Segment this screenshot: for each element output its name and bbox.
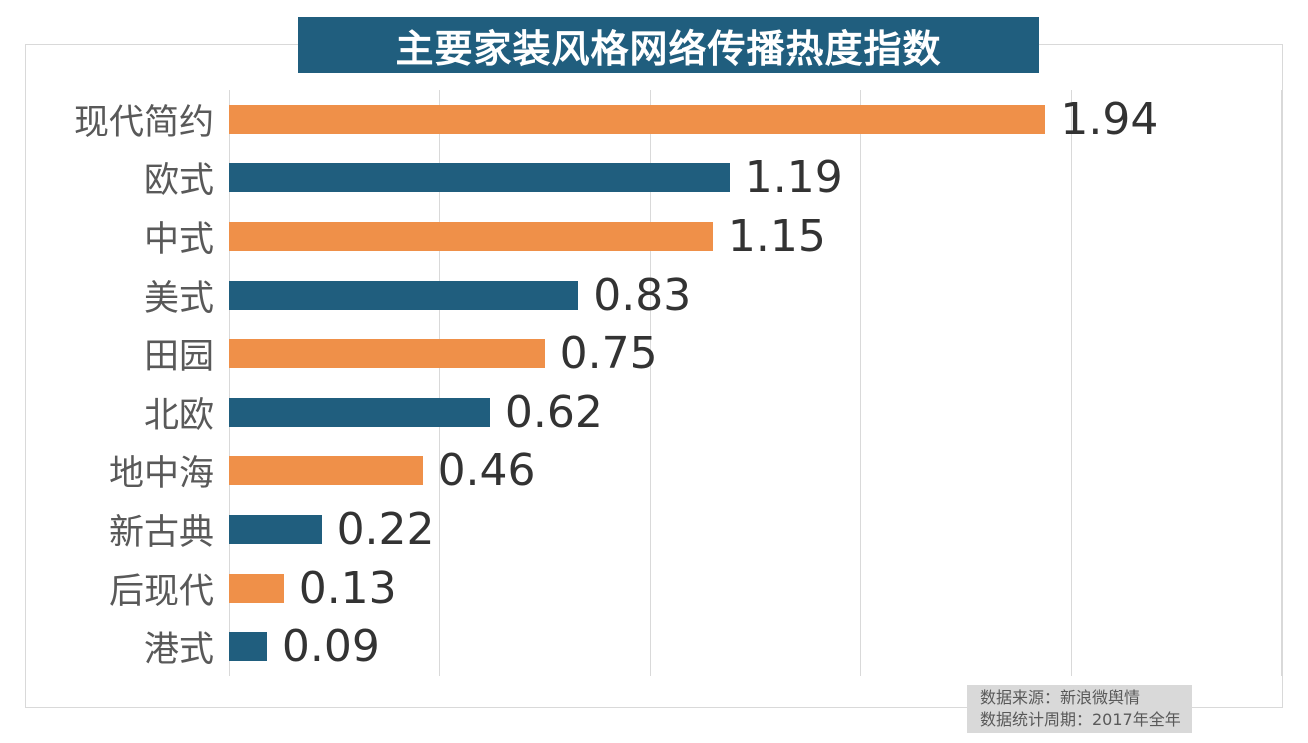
source-line-1: 数据来源：新浪微舆情 xyxy=(980,688,1141,707)
bar xyxy=(229,163,730,193)
category-label: 美式 xyxy=(143,278,214,319)
value-label: 1.19 xyxy=(744,152,843,204)
bar xyxy=(229,397,490,427)
value-label: 0.83 xyxy=(593,269,692,321)
category-label: 欧式 xyxy=(143,161,214,202)
source-line-2: 数据统计周期：2017年全年 xyxy=(980,710,1181,729)
value-label: 0.09 xyxy=(281,621,380,673)
bar xyxy=(229,221,713,251)
chart-row: 后现代 0.13 xyxy=(0,559,1308,618)
chart-title-bar: 主要家装风格网络传播热度指数 xyxy=(298,17,1039,73)
category-label: 北欧 xyxy=(143,395,214,436)
value-label: 1.15 xyxy=(727,210,826,262)
chart-row: 地中海 0.46 xyxy=(0,442,1308,501)
chart-row: 新古典 0.22 xyxy=(0,500,1308,559)
value-label: 0.22 xyxy=(336,503,435,555)
category-label: 田园 xyxy=(143,337,214,378)
bar xyxy=(229,456,423,486)
bar xyxy=(229,632,267,662)
gridline xyxy=(649,90,651,676)
value-label: 0.75 xyxy=(559,328,658,380)
value-label: 0.62 xyxy=(504,386,603,438)
gridline xyxy=(229,90,230,676)
value-label: 0.13 xyxy=(298,562,397,614)
chart-row: 田园 0.75 xyxy=(0,324,1308,383)
plot-area xyxy=(229,90,1282,676)
bar-rows: 现代简约 1.94 欧式 1.19 中式 1.15 美式 0.83 田园 0.75 北欧 0.62 地中… xyxy=(0,90,1308,676)
chart-title: 主要家装风格网络传播热度指数 xyxy=(395,26,942,71)
chart-row: 现代简约 1.94 xyxy=(0,90,1308,149)
bar xyxy=(229,573,284,603)
source-box: 数据来源：新浪微舆情 数据统计周期：2017年全年 xyxy=(967,685,1192,733)
value-label: 0.46 xyxy=(437,445,536,497)
category-label: 中式 xyxy=(143,219,214,260)
bar xyxy=(229,339,545,369)
gridline xyxy=(1070,90,1072,676)
bar xyxy=(229,514,322,544)
value-label: 1.94 xyxy=(1060,93,1159,145)
chart-row: 中式 1.15 xyxy=(0,207,1308,266)
category-label: 现代简约 xyxy=(73,102,214,143)
bar xyxy=(229,104,1046,134)
category-label: 后现代 xyxy=(108,571,214,612)
bar xyxy=(229,280,579,310)
category-label: 港式 xyxy=(143,630,214,671)
chart-row: 欧式 1.19 xyxy=(0,149,1308,208)
chart-row: 港式 0.09 xyxy=(0,617,1308,676)
category-label: 新古典 xyxy=(108,512,214,553)
gridline xyxy=(860,90,862,676)
chart-row: 美式 0.83 xyxy=(0,266,1308,325)
category-label: 地中海 xyxy=(108,454,214,495)
gridline xyxy=(439,90,441,676)
chart-row: 北欧 0.62 xyxy=(0,383,1308,442)
gridline xyxy=(1281,90,1282,676)
